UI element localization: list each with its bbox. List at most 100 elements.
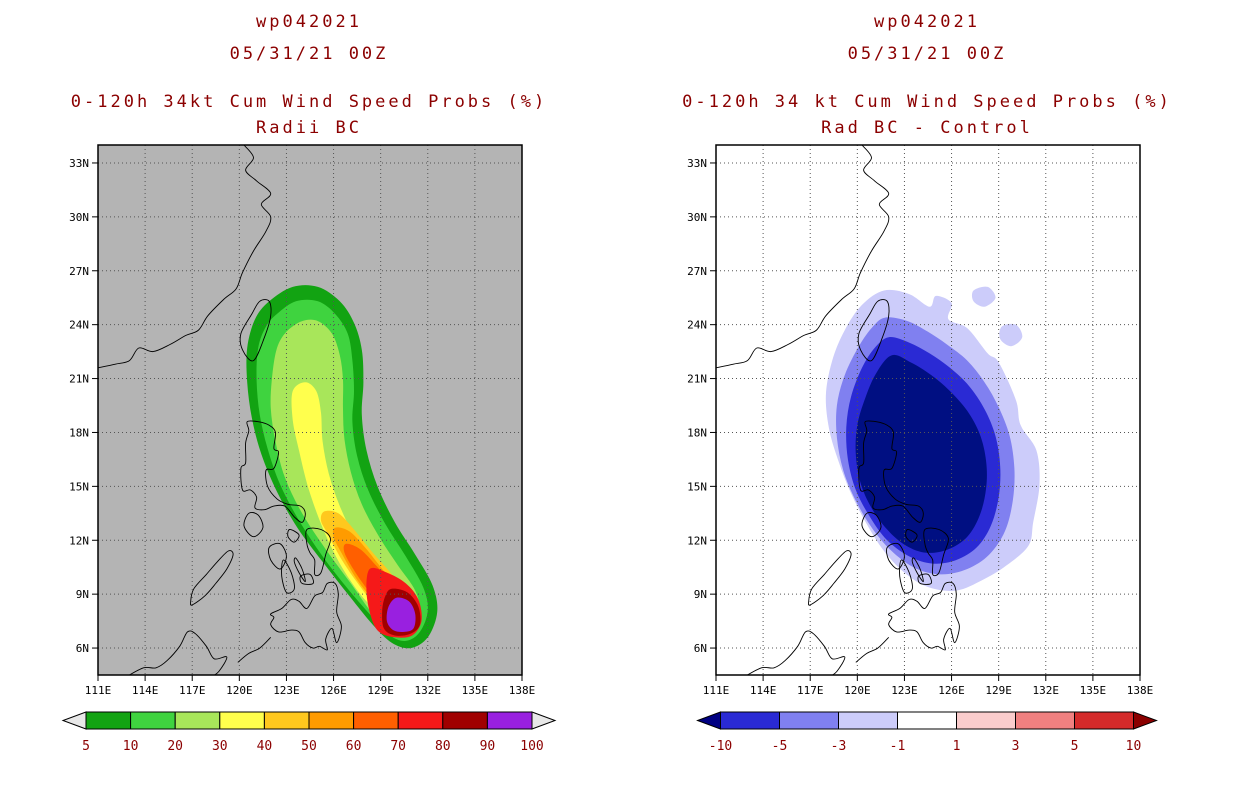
colorbar-label: 100: [520, 739, 543, 754]
colorbar-segment: [1015, 711, 1075, 730]
lat-tick-label: 18N: [69, 426, 89, 439]
lat-tick-label: 12N: [69, 534, 89, 547]
axis-labels: 111E 114E 117E 120E 123E 126E 129E 132E 135E 138E…: [687, 157, 1153, 697]
contour-level-30: [291, 382, 413, 631]
grid-lines: [98, 145, 522, 675]
coastlines: [98, 145, 342, 675]
lon-tick-label: 111E: [703, 684, 730, 697]
lon-tick-label: 132E: [415, 684, 442, 697]
lon-tick-label: 138E: [509, 684, 536, 697]
map-layers: [98, 145, 522, 675]
lon-tick-label: 129E: [367, 684, 394, 697]
colorbar-label: -10: [709, 739, 732, 754]
colorbar-label: 1: [953, 739, 961, 754]
lat-tick-label: 12N: [687, 534, 707, 547]
storm-id: wp042021: [256, 12, 362, 32]
lat-tick-label: 9N: [76, 588, 89, 601]
colorbar-segment: [486, 711, 533, 730]
coastline-masbate: [287, 529, 300, 543]
coastline-borneo-coast: [128, 630, 228, 675]
coastline-panay: [886, 542, 905, 570]
coastline-mindoro: [243, 511, 264, 538]
colorbar-label: 60: [346, 739, 362, 754]
coastline-panay: [268, 542, 287, 570]
coastline-cebu: [911, 557, 924, 583]
colorbar-label: 10: [1126, 739, 1142, 754]
coastline-mindanao: [888, 581, 960, 651]
lon-tick-label: 114E: [132, 684, 159, 697]
lat-tick-label: 27N: [687, 265, 707, 278]
lat-tick-label: 24N: [69, 319, 89, 332]
colorbar-segment: [956, 711, 1016, 730]
lat-tick-label: 15N: [687, 480, 707, 493]
lon-tick-label: 123E: [891, 684, 918, 697]
coastline-sulu-islands: [237, 636, 272, 663]
coastline-taiwan: [857, 299, 890, 362]
colorbar-label: -5: [772, 739, 788, 754]
grid-lines: [716, 145, 1140, 675]
lat-tick-label: 9N: [694, 588, 707, 601]
lat-tick-label: 6N: [76, 642, 89, 655]
coastline-bohol: [917, 573, 932, 585]
colorbar-segment: [85, 711, 132, 730]
colorbar-right-arrow: [531, 711, 557, 730]
contour-level--10: [855, 354, 987, 553]
coastline-luzon: [240, 420, 306, 523]
colorbar-label: -3: [831, 739, 847, 754]
lat-tick-label: 15N: [69, 480, 89, 493]
coastline-mindoro: [861, 511, 882, 538]
lat-tick-label: 30N: [687, 211, 707, 224]
map-border: [97, 144, 523, 676]
right-chart-panel: wp042021 05/31/21 00Z 0-120h 34 kt Cum W…: [618, 0, 1236, 800]
colorbar-label: 40: [257, 739, 273, 754]
lat-tick-label: 6N: [694, 642, 707, 655]
lat-tick-label: 33N: [687, 157, 707, 170]
colorbar-segment: [1074, 711, 1134, 730]
coastline-samar-leyte: [923, 527, 949, 577]
lon-tick-label: 111E: [85, 684, 112, 697]
lon-tick-label: 129E: [985, 684, 1012, 697]
lon-tick-label: 138E: [1127, 684, 1154, 697]
colorbar-segment: [720, 711, 780, 730]
coastline-borneo-coast: [746, 630, 846, 675]
colorbar-label: 5: [1071, 739, 1079, 754]
map-layers: [716, 145, 1140, 675]
colorbar-segment: [130, 711, 176, 730]
colorbar-label: 10: [123, 739, 139, 754]
axis-ticks: [92, 162, 523, 681]
contour-level-90: [386, 597, 416, 633]
chart-title: 0-120h 34 kt Cum Wind Speed Probs (%): [682, 92, 1172, 112]
colorbar-segment: [838, 711, 898, 730]
colorbar-right-arrow: [1133, 711, 1158, 730]
colorbar-graphic: [696, 711, 1158, 730]
chart-title: 0-120h 34kt Cum Wind Speed Probs (%): [70, 92, 548, 112]
left-chart-panel: wp042021 05/31/21 00Z 0-120h 34kt Cum Wi…: [61, 12, 557, 754]
lon-tick-label: 126E: [320, 684, 347, 697]
coastline-sulu-islands: [855, 636, 890, 663]
colorbar-label: 90: [480, 739, 496, 754]
colorbar-segment: [174, 711, 221, 730]
init-time: 05/31/21 00Z: [847, 44, 1007, 64]
coastline-china-coast: [716, 145, 890, 369]
coastline-negros: [281, 559, 295, 594]
colorbar-label: -1: [890, 739, 906, 754]
probability-map: 111E 114E 117E 120E 123E 126E 129E 132E 135E 138E…: [69, 144, 536, 697]
contour-fills: [246, 285, 438, 649]
colorbar-segment: [308, 711, 355, 730]
axis-ticks: [710, 162, 1141, 681]
lon-tick-label: 120E: [226, 684, 253, 697]
coastline-cebu: [293, 557, 306, 583]
colorbar-segment: [353, 711, 399, 730]
coastline-palawan: [189, 550, 234, 606]
lon-tick-label: 132E: [1033, 684, 1060, 697]
lon-tick-label: 135E: [462, 684, 489, 697]
lon-tick-label: 135E: [1080, 684, 1107, 697]
colorbar-label: 30: [212, 739, 228, 754]
colorbar-labels: -10 -5 -3 -1 1 3 5 10: [709, 739, 1142, 754]
lon-tick-label: 114E: [750, 684, 777, 697]
coastline-negros: [899, 559, 913, 594]
colorbar-label: 5: [82, 739, 90, 754]
init-time: 05/31/21 00Z: [229, 44, 389, 64]
lat-tick-label: 24N: [687, 319, 707, 332]
